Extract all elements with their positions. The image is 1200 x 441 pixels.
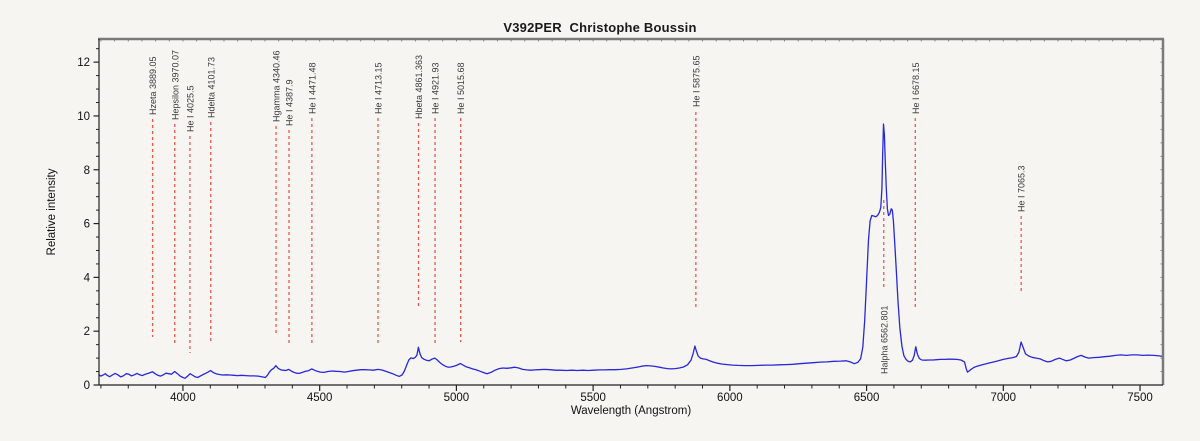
y-tick-label: 12 [77, 57, 90, 69]
annotation-label: Hepsilon 3970.07 [170, 50, 180, 120]
annotation-label: Halpha 6562.801 [879, 305, 889, 374]
y-tick-label: 4 [84, 272, 91, 284]
annotation-label: He I 4713.15 [373, 62, 383, 114]
x-axis-title: Wavelength (Angstrom) [570, 405, 692, 417]
x-tick-label: 5500 [580, 392, 606, 404]
x-tick-label: 6500 [854, 392, 880, 404]
annotation-label: Hzeta 3889.05 [148, 56, 158, 115]
x-tick-label: 6000 [717, 392, 743, 404]
y-tick-label: 0 [84, 380, 90, 392]
y-axis-title: Relative intensity [46, 168, 58, 256]
annotation-label: He I 4921.93 [431, 62, 441, 114]
annotation-label: Hdelta 4101.73 [206, 57, 216, 118]
x-tick-label: 7500 [1127, 392, 1153, 404]
y-tick-label: 6 [84, 219, 90, 231]
y-tick-label: 10 [77, 111, 90, 123]
annotation-label: He I 7065.3 [1017, 165, 1027, 212]
spectrum-curve [98, 123, 1164, 379]
annotation-label: He I 5875.65 [691, 55, 701, 107]
x-tick-label: 7000 [991, 392, 1017, 404]
chart-title: V392PER Christophe Boussin [503, 20, 697, 35]
annotation-label: He I 4387.9 [285, 79, 295, 126]
annotation-label: He I 4025.5 [185, 85, 195, 132]
annotation-label: Hgamma 4340.46 [272, 50, 282, 122]
annotation-label: He I 4471.48 [307, 62, 317, 114]
annotation-label: Hbeta 4861.363 [414, 55, 424, 119]
x-tick-label: 5000 [444, 392, 470, 404]
x-tick-label: 4000 [170, 392, 196, 404]
y-tick-label: 8 [84, 165, 90, 177]
annotation-label: He I 6678.15 [911, 62, 921, 114]
y-tick-label: 2 [84, 326, 90, 338]
x-tick-label: 4500 [307, 392, 333, 404]
annotation-label: He I 5015.68 [456, 62, 466, 114]
